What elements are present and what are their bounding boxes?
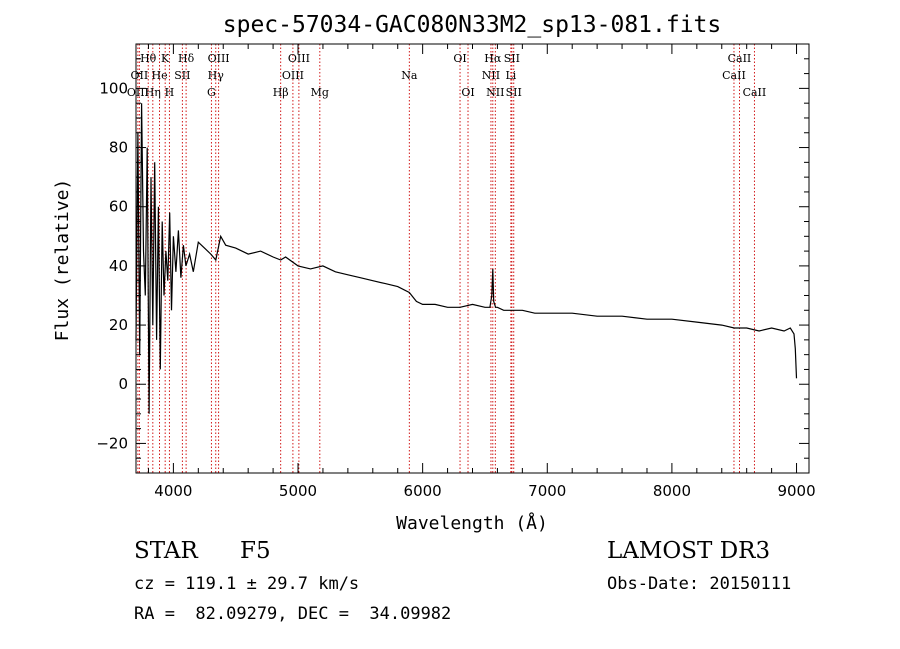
line-label: Hγ [208, 69, 225, 82]
spectral-line-markers [137, 44, 755, 473]
obs-date-text: Obs-Date: 20150111 [607, 574, 792, 594]
x-axis: 4000 5000 6000 7000 8000 9000 [147, 44, 816, 500]
line-label: Hα [484, 52, 502, 65]
x-axis-label: Wavelength (Å) [396, 512, 548, 534]
object-subclass: F5 [240, 538, 271, 564]
plot-frame [135, 43, 810, 474]
line-label: OII [131, 69, 149, 82]
x-tick-label: 7000 [528, 482, 566, 500]
x-tick-label: 4000 [154, 482, 192, 500]
y-tick-label: 100 [99, 79, 128, 97]
line-label: OI [453, 52, 466, 65]
line-label: He [152, 69, 168, 82]
line-label: Na [401, 69, 418, 82]
object-class: STAR [134, 538, 198, 564]
line-label: OIII [282, 69, 304, 82]
line-label: H [165, 86, 175, 99]
line-label: Hδ [178, 52, 195, 65]
x-tick-label: 8000 [653, 482, 691, 500]
line-label: K [161, 52, 170, 65]
survey-name: LAMOST DR3 [607, 538, 771, 564]
line-label: OIII [288, 52, 310, 65]
line-label: Li [505, 69, 516, 82]
line-label: OIII [127, 86, 149, 99]
y-tick-label: 40 [109, 257, 128, 275]
spectrum-line [135, 103, 798, 414]
line-label: CaII [722, 69, 746, 82]
x-tick-label: 9000 [777, 482, 815, 500]
line-label: SII [174, 69, 190, 82]
line-label: OIII [208, 52, 230, 65]
y-tick-label: 80 [109, 139, 128, 157]
line-label: NII [486, 86, 504, 99]
redshift-text: cz = 119.1 ± 29.7 km/s [134, 574, 360, 594]
x-tick-label: 5000 [279, 482, 317, 500]
line-label: NII [482, 69, 500, 82]
line-label: Mg [311, 86, 329, 99]
y-tick-label: 60 [109, 198, 128, 216]
coordinates-text: RA = 82.09279, DEC = 34.09982 [134, 604, 452, 624]
line-label: Hη [145, 86, 161, 99]
line-label: OI [461, 86, 474, 99]
chart-title: spec-57034-GAC080N33M2_sp13-081.fits [223, 12, 722, 38]
x-tick-label: 6000 [404, 482, 442, 500]
y-tick-label: −20 [96, 434, 128, 452]
line-label: G [207, 86, 216, 99]
y-axis: −20 0 20 40 60 80 100 [96, 58, 809, 459]
y-tick-label: 0 [118, 375, 128, 393]
line-label: SII [504, 52, 520, 65]
y-axis-label: Flux (relative) [52, 179, 73, 342]
y-tick-label: 20 [109, 316, 128, 334]
line-label: CaII [728, 52, 752, 65]
line-label: SII [506, 86, 522, 99]
line-label: Hθ [140, 52, 157, 65]
line-label: Hβ [273, 86, 289, 99]
line-label: CaII [743, 86, 767, 99]
